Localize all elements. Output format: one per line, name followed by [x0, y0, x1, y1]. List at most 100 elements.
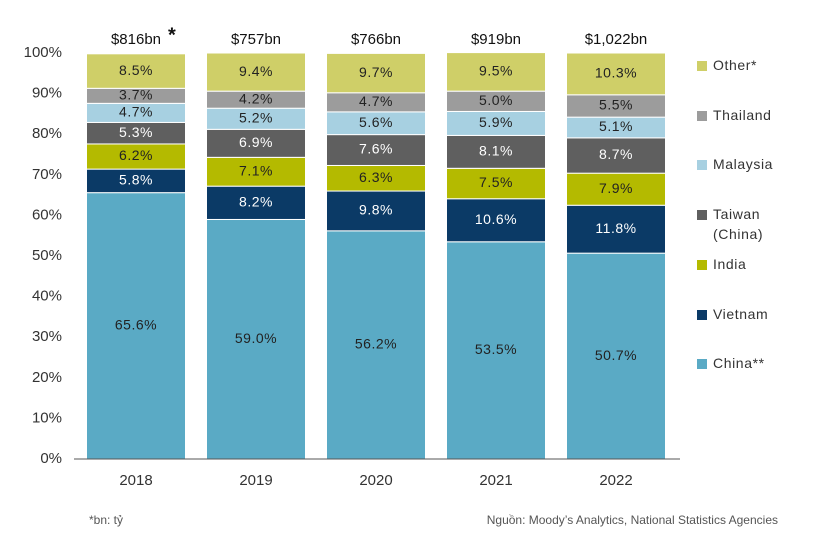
bar-segment: [566, 52, 666, 96]
bar-segment: [566, 137, 666, 174]
legend-label: India: [713, 255, 747, 272]
legend-label: Vietnam: [713, 305, 769, 322]
bar-segment: [446, 52, 546, 92]
y-tick-label: 30%: [32, 328, 62, 345]
bar-segment: [86, 143, 186, 170]
value-label: 56.2%: [355, 336, 397, 352]
value-label: 4.7%: [359, 93, 393, 109]
value-label: 7.1%: [239, 162, 273, 178]
value-label: 53.5%: [475, 341, 517, 357]
value-label: 5.6%: [359, 114, 393, 130]
bar-segment: [206, 128, 306, 158]
footnote: *bn: tỷ: [89, 513, 123, 527]
bar-segment: [86, 192, 186, 460]
legend-item: Taiwan (China): [697, 206, 783, 244]
value-label: 7.5%: [479, 174, 513, 190]
value-label: 59.0%: [235, 330, 277, 346]
legend-item: Vietnam: [697, 305, 783, 324]
y-tick-label: 70%: [32, 166, 62, 183]
value-label: 5.1%: [599, 118, 633, 134]
value-label: 5.2%: [239, 109, 273, 125]
bar-segment: [326, 164, 426, 192]
bar-total: $919bn: [471, 31, 521, 48]
value-label: 3.7%: [119, 87, 153, 103]
bar-segment: [206, 156, 306, 187]
y-tick-label: 20%: [32, 369, 62, 386]
legend-swatch: [697, 160, 707, 171]
legend-swatch: [697, 61, 707, 71]
legend-label: Taiwan (China): [713, 206, 764, 243]
legend-label: China**: [713, 355, 765, 372]
value-label: 9.8%: [359, 202, 393, 218]
value-label: 7.6%: [359, 141, 393, 157]
value-label: 5.3%: [119, 124, 153, 140]
legend-item: Other*: [697, 57, 783, 75]
value-label: 50.7%: [595, 347, 637, 363]
value-label: 9.4%: [239, 63, 273, 79]
bar-segment: [566, 204, 666, 254]
source: Nguồn: Moody’s Analytics, National Stati…: [487, 513, 778, 527]
value-label: 9.5%: [479, 63, 513, 79]
value-label: 4.7%: [119, 104, 153, 120]
x-tick-label: 2019: [239, 472, 272, 489]
value-label: 10.6%: [475, 211, 517, 227]
y-tick-label: 0%: [40, 450, 62, 467]
value-label: 6.3%: [359, 169, 393, 185]
value-label: 5.9%: [479, 114, 513, 130]
value-label: 8.2%: [239, 194, 273, 210]
value-label: 4.2%: [239, 90, 273, 106]
bar-segment: [566, 172, 666, 206]
y-tick-label: 40%: [32, 288, 62, 305]
value-label: 10.3%: [595, 65, 637, 81]
bar-segment: [446, 198, 546, 243]
total-note: *: [168, 24, 176, 46]
bar-segment: [326, 190, 426, 232]
y-tick-label: 100%: [24, 44, 62, 61]
value-label: 8.1%: [479, 143, 513, 159]
x-tick-label: 2018: [119, 472, 152, 489]
value-label: 6.2%: [119, 147, 153, 163]
value-label: 5.5%: [599, 97, 633, 113]
legend-swatch: [697, 309, 707, 320]
legend-item: Thailand: [697, 106, 783, 125]
legend-label: Thailand: [713, 106, 772, 123]
x-tick-label: 2020: [359, 472, 392, 489]
bar-segment: [86, 53, 186, 89]
legend-item: Malaysia: [697, 156, 783, 174]
x-tick-label: 2021: [479, 472, 512, 489]
value-label: 11.8%: [595, 220, 636, 236]
value-label: 5.8%: [119, 172, 153, 188]
legend-swatch: [697, 259, 707, 270]
value-label: 8.7%: [599, 146, 633, 162]
bar-total: $1,022bn: [585, 31, 648, 48]
legend-swatch: [697, 359, 707, 370]
legend-item: China**: [697, 355, 783, 373]
legend-item: India: [697, 255, 783, 274]
bar-segment: [446, 241, 546, 460]
value-label: 5.0%: [479, 92, 513, 108]
legend-swatch: [697, 110, 707, 121]
bar-segment: [206, 218, 306, 460]
legend-label: Other*: [713, 57, 758, 73]
bar-segment: [566, 252, 666, 460]
y-tick-label: 60%: [32, 206, 62, 223]
bar-total: $766bn: [351, 31, 401, 48]
legend-swatch: [697, 210, 707, 221]
value-label: 7.9%: [599, 180, 633, 196]
bar-segment: [326, 230, 426, 460]
legend-label: Malaysia: [713, 156, 774, 173]
y-tick-label: 50%: [32, 247, 62, 264]
y-tick-label: 10%: [32, 409, 62, 426]
y-tick-label: 80%: [32, 125, 62, 142]
bar-segment: [326, 134, 426, 166]
bar-segment: [206, 52, 306, 92]
bar-total: $757bn: [231, 31, 281, 48]
bar-total: $816bn: [111, 31, 161, 48]
value-label: 8.5%: [119, 62, 153, 78]
bar-segment: [206, 185, 306, 220]
value-label: 9.7%: [359, 64, 393, 80]
value-label: 6.9%: [239, 134, 273, 150]
bar-segment: [326, 52, 426, 94]
